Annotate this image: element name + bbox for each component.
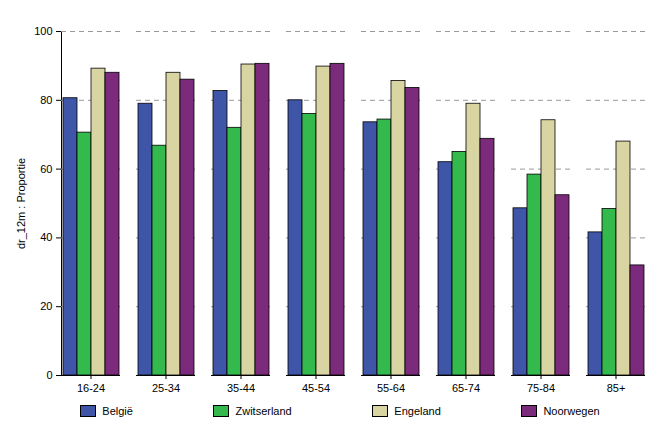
svg-text:16-24: 16-24 xyxy=(77,382,105,394)
svg-text:75-84: 75-84 xyxy=(527,382,555,394)
svg-text:80: 80 xyxy=(40,94,52,106)
svg-text:60: 60 xyxy=(40,163,52,175)
svg-text:40: 40 xyxy=(40,231,52,243)
svg-text:65-74: 65-74 xyxy=(452,382,480,394)
svg-text:85+: 85+ xyxy=(607,382,626,394)
svg-text:20: 20 xyxy=(40,300,52,312)
svg-text:dr_12m : Proportie: dr_12m : Proportie xyxy=(15,158,27,249)
svg-text:25-34: 25-34 xyxy=(152,382,180,394)
svg-text:100: 100 xyxy=(34,25,52,37)
html-text:Engeland: Engeland xyxy=(394,405,441,417)
svg-text:55-64: 55-64 xyxy=(377,382,405,394)
html-text:Noorwegen: Noorwegen xyxy=(543,405,600,417)
svg-text:0: 0 xyxy=(46,369,52,381)
svg-text:45-54: 45-54 xyxy=(302,382,330,394)
html-text:Zwitserland: Zwitserland xyxy=(235,405,292,417)
html-text:België: België xyxy=(102,405,133,417)
svg-text:35-44: 35-44 xyxy=(227,382,255,394)
